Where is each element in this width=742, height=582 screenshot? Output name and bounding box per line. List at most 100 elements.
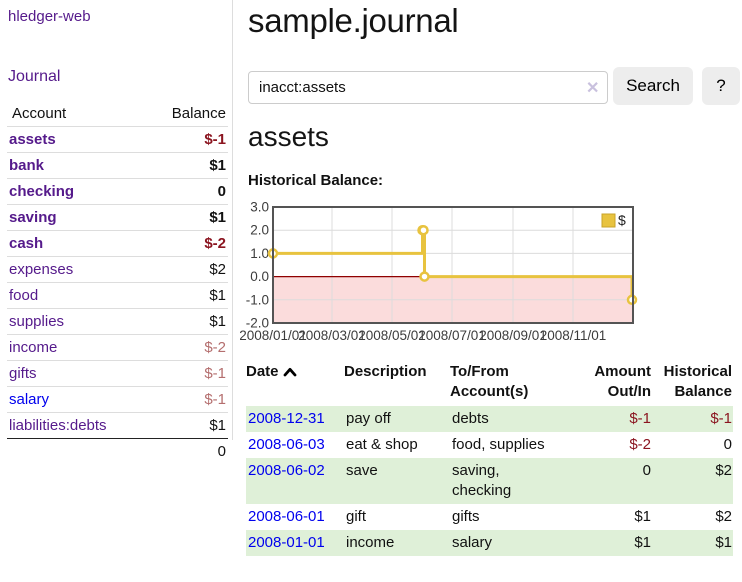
account-row-checking: checking 0 bbox=[7, 178, 228, 205]
register-row: 2008-01-01 income salary $1 $1 bbox=[246, 530, 733, 556]
register-header-date-label: Date bbox=[246, 363, 279, 380]
sidebar-item-journal[interactable]: Journal bbox=[8, 68, 61, 85]
txn-amount: $1 bbox=[634, 534, 651, 551]
txn-balance: $-1 bbox=[710, 410, 732, 427]
account-row-income: income $-2 bbox=[7, 334, 228, 361]
register-header-date[interactable]: Date bbox=[246, 360, 344, 406]
clear-search-icon[interactable]: ✕ bbox=[586, 80, 600, 97]
account-link-gifts[interactable]: gifts bbox=[9, 365, 37, 382]
search-button[interactable]: Search bbox=[613, 67, 693, 105]
register-table: Date Description To/From Account(s) Amou… bbox=[246, 360, 733, 556]
account-balance: $-1 bbox=[204, 131, 226, 148]
txn-accounts: food, supplies bbox=[452, 436, 545, 453]
account-link-liabilities-debts[interactable]: liabilities:debts bbox=[9, 417, 107, 434]
txn-description: save bbox=[346, 462, 378, 479]
account-link-expenses[interactable]: expenses bbox=[9, 261, 74, 278]
txn-amount: $1 bbox=[634, 508, 651, 525]
account-row-cash: cash $-2 bbox=[7, 230, 228, 257]
txn-amount: $-1 bbox=[629, 410, 651, 427]
txn-accounts: salary bbox=[452, 534, 493, 551]
account-row-gifts: gifts $-1 bbox=[7, 360, 228, 387]
svg-text:2008/03/01: 2008/03/01 bbox=[298, 328, 366, 343]
txn-accounts: gifts bbox=[452, 508, 480, 525]
account-link-income[interactable]: income bbox=[9, 339, 58, 356]
brand-link[interactable]: hledger-web bbox=[8, 8, 91, 25]
svg-text:1.0: 1.0 bbox=[250, 246, 269, 261]
svg-text:2008/09/01: 2008/09/01 bbox=[479, 328, 547, 343]
accounts-total-value: 0 bbox=[217, 443, 226, 460]
txn-description: gift bbox=[346, 508, 367, 525]
account-row-salary: salary $-1 bbox=[7, 386, 228, 413]
txn-description: pay off bbox=[346, 410, 391, 427]
txn-accounts: saving, checking bbox=[452, 462, 512, 499]
txn-balance: $1 bbox=[715, 534, 732, 551]
account-link-cash[interactable]: cash bbox=[9, 235, 44, 252]
account-row-bank: bank $1 bbox=[7, 152, 228, 179]
main-content: sample.journal ✕ Search ? assets Histori… bbox=[239, 0, 742, 582]
account-balance: $-2 bbox=[204, 235, 226, 252]
accounts-header-account: Account bbox=[12, 105, 67, 122]
register-header-amount: Amount Out/In bbox=[594, 363, 651, 400]
search-input[interactable] bbox=[248, 71, 608, 104]
accounts-table: Account Balance assets $-1 bank $1 check… bbox=[7, 101, 228, 464]
account-row-supplies: supplies $1 bbox=[7, 308, 228, 335]
account-link-checking[interactable]: checking bbox=[9, 183, 75, 200]
svg-text:2008/07/01: 2008/07/01 bbox=[418, 328, 486, 343]
register-header-balance: Historical Balance bbox=[663, 363, 732, 400]
account-balance: $1 bbox=[209, 313, 226, 330]
svg-text:0.0: 0.0 bbox=[250, 269, 269, 284]
txn-date-link[interactable]: 2008-01-01 bbox=[248, 534, 325, 551]
txn-date-link[interactable]: 2008-12-31 bbox=[248, 410, 325, 427]
txn-balance: $2 bbox=[715, 508, 732, 525]
txn-balance: 0 bbox=[723, 436, 732, 453]
sidebar: hledger-web Journal Account Balance asse… bbox=[0, 0, 233, 460]
accounts-total-row: 0 bbox=[7, 438, 228, 465]
accounts-header-balance: Balance bbox=[171, 105, 226, 122]
txn-date-link[interactable]: 2008-06-03 bbox=[248, 436, 325, 453]
account-row-liabilities-debts: liabilities:debts $1 bbox=[7, 412, 228, 439]
historical-balance-chart: 3.0 2.0 1.0 0.0 -1.0 -2.0 2008/01/01 2008/03/01… bbox=[239, 200, 640, 352]
account-balance: $1 bbox=[209, 157, 226, 174]
account-balance: $1 bbox=[209, 209, 226, 226]
register-row: 2008-12-31 pay off debts $-1 $-1 bbox=[246, 406, 733, 432]
account-balance: $-2 bbox=[204, 339, 226, 356]
txn-description: income bbox=[346, 534, 395, 551]
svg-text:2.0: 2.0 bbox=[250, 223, 269, 238]
account-link-food[interactable]: food bbox=[9, 287, 39, 304]
account-row-food: food $1 bbox=[7, 282, 228, 309]
chart-title: Historical Balance: bbox=[248, 172, 384, 189]
account-balance: $2 bbox=[209, 261, 226, 278]
page-title: sample.journal bbox=[248, 2, 459, 39]
account-balance: 0 bbox=[217, 183, 226, 200]
register-row: 2008-06-01 gift gifts $1 $2 bbox=[246, 504, 733, 530]
account-link-salary[interactable]: salary bbox=[9, 391, 50, 408]
txn-balance: $2 bbox=[715, 462, 732, 479]
account-row-expenses: expenses $2 bbox=[7, 256, 228, 283]
svg-text:2008/01/01: 2008/01/01 bbox=[240, 328, 307, 343]
account-link-bank[interactable]: bank bbox=[9, 157, 45, 174]
svg-text:2008/05/01: 2008/05/01 bbox=[358, 328, 426, 343]
accounts-table-header: Account Balance bbox=[7, 101, 228, 127]
register-header-description: Description bbox=[344, 363, 427, 380]
register-row: 2008-06-03 eat & shop food, supplies $-2… bbox=[246, 432, 733, 458]
account-balance: $-1 bbox=[204, 365, 226, 382]
account-link-saving[interactable]: saving bbox=[9, 209, 57, 226]
txn-date-link[interactable]: 2008-06-01 bbox=[248, 508, 325, 525]
txn-date-link[interactable]: 2008-06-02 bbox=[248, 462, 325, 479]
register-header-row: Date Description To/From Account(s) Amou… bbox=[246, 360, 733, 406]
account-balance: $-1 bbox=[204, 391, 226, 408]
account-link-assets[interactable]: assets bbox=[9, 131, 56, 148]
txn-amount: $-2 bbox=[629, 436, 651, 453]
account-row-saving: saving $1 bbox=[7, 204, 228, 231]
account-row-assets: assets $-1 bbox=[7, 126, 228, 153]
help-button[interactable]: ? bbox=[702, 67, 740, 105]
txn-amount: 0 bbox=[642, 462, 651, 479]
balance-chart-svg: 3.0 2.0 1.0 0.0 -1.0 -2.02008/01/012008/03/01… bbox=[239, 200, 638, 343]
svg-text:3.0: 3.0 bbox=[250, 200, 269, 215]
svg-text:-1.0: -1.0 bbox=[246, 292, 269, 307]
sort-ascending-icon bbox=[283, 363, 297, 383]
account-balance: $1 bbox=[209, 287, 226, 304]
svg-text:$: $ bbox=[618, 212, 626, 228]
register-row: 2008-06-02 save saving, checking 0 $2 bbox=[246, 458, 733, 504]
account-link-supplies[interactable]: supplies bbox=[9, 313, 65, 330]
